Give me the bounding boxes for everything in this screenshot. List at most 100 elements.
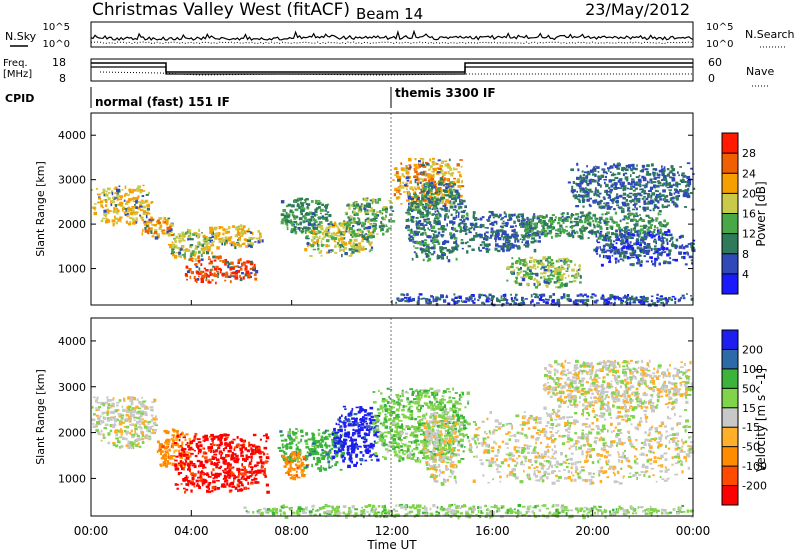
power-cell-region-1 (154, 236, 159, 240)
power-cell-region-12 (641, 219, 645, 222)
velocity-cell-region-2 (192, 463, 196, 465)
power-cell-region-9 (434, 230, 437, 233)
power-cell-region-8 (416, 173, 420, 176)
power-cell-region-15 (611, 296, 615, 299)
power-cell-region-0 (125, 192, 128, 195)
power-cell-region-9 (419, 200, 423, 204)
power-cell-region-11 (541, 266, 546, 269)
power-cell-region-9 (413, 208, 418, 211)
power-cell-region-9 (427, 183, 431, 186)
velocity-cell-region-2 (179, 464, 183, 467)
power-cell-region-14 (641, 175, 645, 179)
power-cell-region-9 (431, 196, 434, 200)
velocity-cell-region-2 (241, 483, 243, 486)
power-cell-region-8 (446, 163, 449, 166)
power-cell-region-12 (555, 232, 559, 235)
power-cell-region-11 (529, 277, 533, 280)
power-cell-region-11 (521, 277, 526, 282)
velocity-cell-region-0 (106, 418, 110, 422)
power-cell-region-10 (513, 229, 516, 233)
power-cell-region-5 (293, 214, 295, 218)
power-cell-region-6 (337, 245, 340, 248)
velocity-cell-region-2 (259, 459, 263, 463)
power-cell-region-9 (449, 206, 454, 209)
power-cell-region-13 (671, 243, 676, 248)
power-cell-region-11 (525, 271, 529, 274)
velocity-cell-region-2 (222, 456, 226, 459)
velocity-cell-region-2 (214, 472, 219, 475)
power-cell-region-3 (217, 276, 219, 278)
power-cell-region-9 (440, 250, 443, 253)
power-cell-region-6 (338, 248, 342, 252)
power-cell-region-9 (458, 211, 460, 215)
power-cell-region-11 (534, 267, 537, 270)
velocity-cell-region-2 (235, 460, 239, 464)
power-cell-region-10 (485, 249, 489, 253)
power-cell-region-1 (158, 226, 162, 230)
power-cell-region-7 (385, 224, 387, 227)
power-cell-region-10 (493, 220, 498, 224)
velocity-cell-region-0 (94, 407, 98, 409)
power-cell-region-10 (515, 224, 517, 228)
velocity-cell-region-1 (157, 440, 160, 444)
power-cell-region-15 (479, 293, 483, 297)
velocity-cell-region-2 (213, 487, 217, 491)
power-cell-region-0 (107, 192, 111, 194)
power-cell-region-14 (611, 183, 615, 186)
freq-label-line2: [MHz] (3, 69, 32, 80)
power-cell-region-8 (440, 194, 445, 198)
power-cell-region-5 (300, 227, 302, 229)
power-cell-region-14 (638, 174, 641, 177)
power-cell-region-10 (490, 231, 494, 234)
power-cell-region-0 (132, 188, 136, 192)
velocity-cell-region-2 (240, 439, 245, 443)
velocity-cell-region-0 (92, 425, 97, 428)
power-cell-region-9 (433, 221, 437, 224)
power-cell-region-5 (299, 223, 302, 226)
power-cell-region-9 (424, 214, 428, 218)
velocity-cell-region-0 (115, 437, 120, 440)
power-cell-region-10 (523, 218, 526, 222)
power-cell-region-8 (393, 193, 396, 197)
power-cell-region-2 (198, 228, 201, 232)
power-cell-region-12 (525, 221, 528, 224)
power-cell-region-9 (440, 184, 443, 186)
power-cell-region-3 (244, 261, 247, 265)
power-cell-region-4 (213, 236, 218, 240)
power-cell-region-15 (604, 299, 608, 302)
power-cell-region-5 (302, 215, 305, 218)
power-cell-region-13 (605, 243, 609, 246)
power-cell-region-12 (630, 228, 633, 232)
power-cell-region-9 (407, 211, 410, 214)
plot-title: Christmas Valley West (fitACF) (92, 0, 350, 20)
velocity-cell-region-0 (138, 415, 142, 419)
power-cell-region-9 (434, 217, 437, 220)
power-cell-region-11 (546, 285, 548, 288)
velocity-cell-region-0 (131, 413, 136, 417)
power-cell-region-8 (399, 181, 402, 184)
power-cell-region-6 (358, 247, 361, 251)
velocity-cell-region-0 (129, 423, 132, 426)
velocity-cell-region-1 (158, 448, 162, 452)
power-cell-region-15 (418, 293, 423, 296)
power-cell-region-14 (593, 192, 596, 197)
power-cell-region-1 (146, 220, 150, 224)
power-cell-region-14 (620, 209, 625, 214)
power-cell-region-12 (584, 218, 587, 222)
power-cell-region-13 (608, 246, 611, 249)
power-cell-region-6 (306, 242, 310, 245)
power-cell-region-7 (386, 229, 389, 233)
power-cell-region-9 (436, 209, 439, 213)
power-cell-region-8 (397, 187, 401, 191)
power-cell-region-14 (614, 184, 617, 188)
power-cell-region-13 (685, 244, 689, 248)
power-cell-region-13 (650, 247, 653, 252)
power-cell-region-10 (518, 213, 523, 216)
power-cell-region-13 (682, 246, 686, 250)
power-cell-region-8 (415, 195, 420, 199)
power-cell-region-6 (352, 241, 355, 245)
power-cell-region-15 (603, 302, 606, 305)
power-cell-region-13 (610, 239, 613, 243)
velocity-cell-region-0 (131, 433, 134, 437)
power-cell-region-10 (510, 213, 514, 217)
